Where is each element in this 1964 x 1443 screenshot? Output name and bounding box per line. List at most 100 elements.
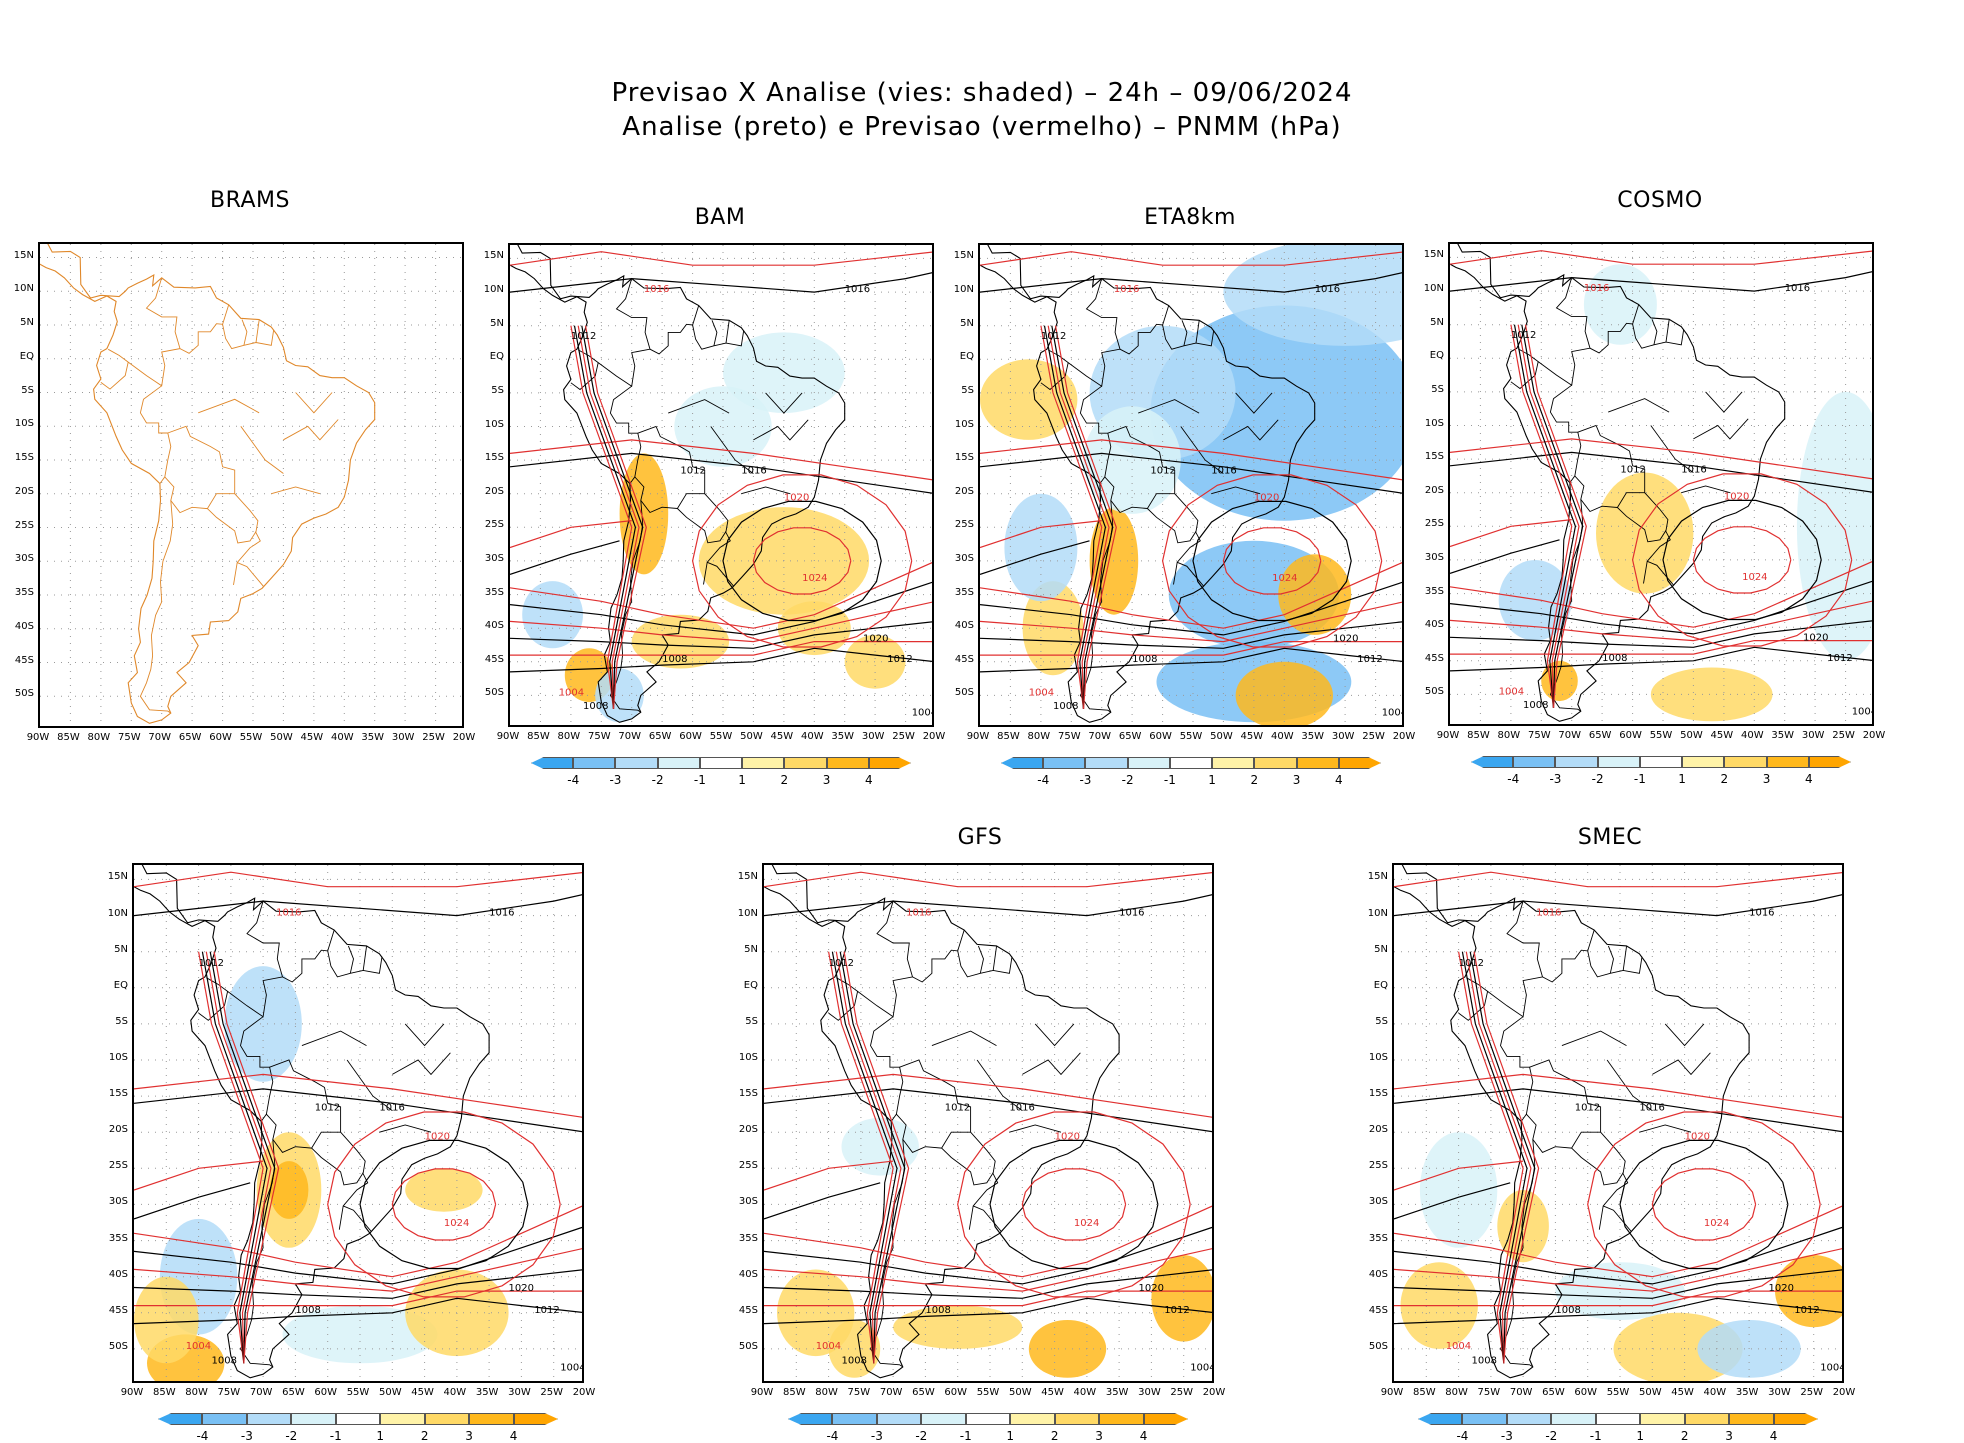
- contour-label: 1016: [845, 284, 870, 295]
- panel-smec: SMEC 1016 1016 1012 1012 1016 1020 1024 1020 101…: [1360, 825, 1860, 1443]
- colorbar-segment: [657, 757, 700, 769]
- contour-label: 1016: [1681, 465, 1706, 476]
- country-border: [347, 945, 354, 974]
- bias-shade: [980, 359, 1078, 440]
- isobar-line: [1450, 271, 1872, 292]
- lon-tick-label: 65W: [648, 731, 672, 742]
- isobar-line: [691, 474, 913, 648]
- isobar-line: [764, 1248, 1212, 1292]
- contour-label: 1008: [212, 1355, 237, 1366]
- isobar-line: [980, 439, 1402, 481]
- lat-tick-label: 15N: [483, 250, 504, 262]
- country-border: [931, 1030, 997, 1047]
- lon-tick-label: 65W: [1588, 730, 1612, 741]
- lon-tick-label: 60W: [1149, 731, 1172, 742]
- lon-tick-label: 70W: [879, 1387, 903, 1398]
- bias-shade: [269, 1161, 309, 1219]
- colorbar-segment: [1471, 756, 1514, 768]
- contour-label: 1012: [571, 331, 596, 342]
- colorbar-segment: [1555, 756, 1598, 768]
- country-border: [269, 1059, 342, 1133]
- isobar-line: [764, 1297, 1212, 1325]
- lon-tick-label: 60W: [1574, 1387, 1598, 1398]
- contour-label: 1004: [1820, 1363, 1844, 1374]
- lat-tick-label: 45S: [1424, 652, 1444, 664]
- country-border: [869, 1139, 906, 1368]
- isobar-line: [1450, 519, 1572, 548]
- lat-tick-label: 30S: [954, 552, 974, 564]
- contour-label: 1012: [1511, 330, 1536, 341]
- colorbar: -4 -3 -2 -1 1 2 3 4: [158, 1409, 558, 1443]
- panel-title-smec: SMEC: [1577, 825, 1643, 850]
- lon-tick-label: 30W: [1768, 1387, 1791, 1398]
- colorbar-segment: [876, 1413, 922, 1425]
- isobar-line: [1051, 325, 1114, 709]
- map-frame-gfs: 1016 1016 1012 1012 1016 1020 1024 1020 1012 1008…: [762, 863, 1214, 1383]
- colorbar-segment: [469, 1413, 514, 1425]
- isobar-line: [134, 1088, 582, 1133]
- contour-label: 1012: [534, 1305, 559, 1316]
- country-border: [1119, 305, 1170, 355]
- colorbar: -4 -3 -2 -1 1 2 3 4: [1001, 753, 1381, 787]
- lat-tick-label: 40S: [954, 620, 974, 632]
- colorbar-label: 3: [465, 1429, 473, 1443]
- contour-label: 1016: [1119, 908, 1144, 919]
- lon-tick-label: 35W: [361, 732, 385, 743]
- country-border: [1622, 946, 1627, 971]
- isobar-line: [510, 540, 620, 575]
- isobar-line: [134, 1290, 582, 1307]
- lat-tick-label: 35S: [108, 1232, 128, 1244]
- contour-label: 1012: [680, 466, 705, 477]
- isobar-line: [722, 500, 882, 622]
- isobar-line: [764, 1182, 881, 1220]
- lat-tick-label: 5S: [21, 384, 34, 396]
- isobar-line: [1619, 1139, 1789, 1270]
- lat-tick-label: 10N: [107, 907, 128, 919]
- bias-shade: [1419, 1132, 1498, 1248]
- lon-tick-label: 40W: [1270, 731, 1294, 742]
- bias-shade: [1022, 581, 1084, 676]
- country-border: [1173, 531, 1201, 585]
- lon-tick-label: 25W: [540, 1387, 564, 1398]
- lat-tick-label: 45S: [14, 654, 34, 666]
- country-border: [222, 324, 275, 350]
- isobar-line: [764, 871, 1212, 888]
- lat-tick-label: 15S: [484, 452, 504, 464]
- contour-label: 1024: [1742, 572, 1767, 583]
- bias-shade: [674, 386, 772, 467]
- panel-title-gfs: GFS: [957, 825, 1003, 850]
- lat-tick-label: 10S: [108, 1052, 128, 1063]
- map-frame-brams: [38, 242, 464, 728]
- contour-label: 1008: [1555, 1305, 1580, 1316]
- contour-label: 1020: [1724, 491, 1749, 502]
- isobar-line: [209, 951, 276, 1364]
- lat-tick-label: EQ: [489, 351, 504, 363]
- country-border: [283, 419, 339, 441]
- colorbar-label: 2: [780, 773, 789, 787]
- isobar-line: [1524, 324, 1587, 708]
- colorbar-segment: [1682, 756, 1725, 768]
- bias-shade: [1004, 493, 1078, 602]
- lon-tick-label: 80W: [557, 731, 581, 742]
- colorbar-segment: [1684, 1413, 1730, 1425]
- lat-tick-label: 5S: [1375, 1015, 1388, 1027]
- isobar-line: [510, 647, 932, 673]
- colorbar-label: 4: [1139, 1429, 1148, 1443]
- isobar-line: [980, 251, 1402, 266]
- lat-tick-label: 40S: [108, 1268, 128, 1280]
- lat-tick-label: 40S: [14, 620, 34, 632]
- country-border: [1574, 475, 1645, 513]
- isobar-line: [510, 272, 932, 293]
- lat-tick-label: 40S: [1368, 1268, 1388, 1280]
- colorbar-label: -1: [329, 1429, 342, 1443]
- country-border: [577, 278, 651, 387]
- isobar-line: [570, 325, 633, 709]
- bias-shade: [1028, 1320, 1107, 1378]
- colorbar-segment: [1043, 757, 1086, 769]
- country-border: [1603, 1205, 1632, 1232]
- colorbar: -4 -3 -2 -1 1 2 3 4: [1418, 1409, 1818, 1443]
- country-border: [1549, 384, 1582, 483]
- contour-label: 1016: [1639, 1103, 1664, 1114]
- lon-tick-label: 45W: [1671, 1387, 1694, 1398]
- contour-label: 1020: [509, 1283, 534, 1294]
